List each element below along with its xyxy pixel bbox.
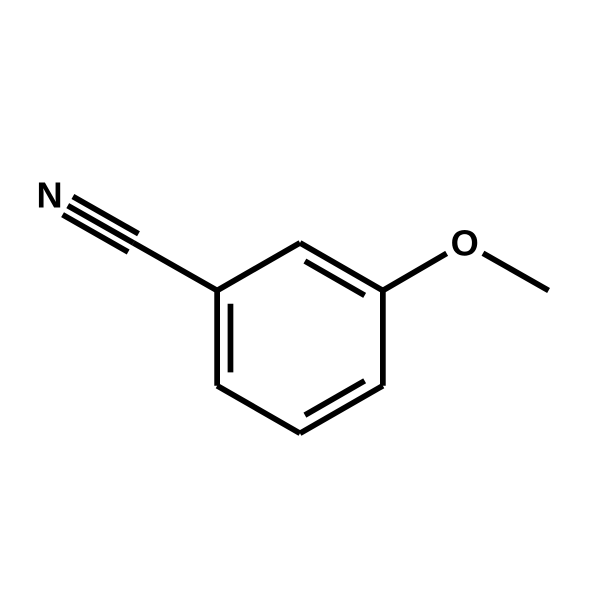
atom-label-n: N xyxy=(36,175,62,216)
molecule-diagram: ON xyxy=(0,0,600,600)
atom-label-o: O xyxy=(451,222,479,263)
